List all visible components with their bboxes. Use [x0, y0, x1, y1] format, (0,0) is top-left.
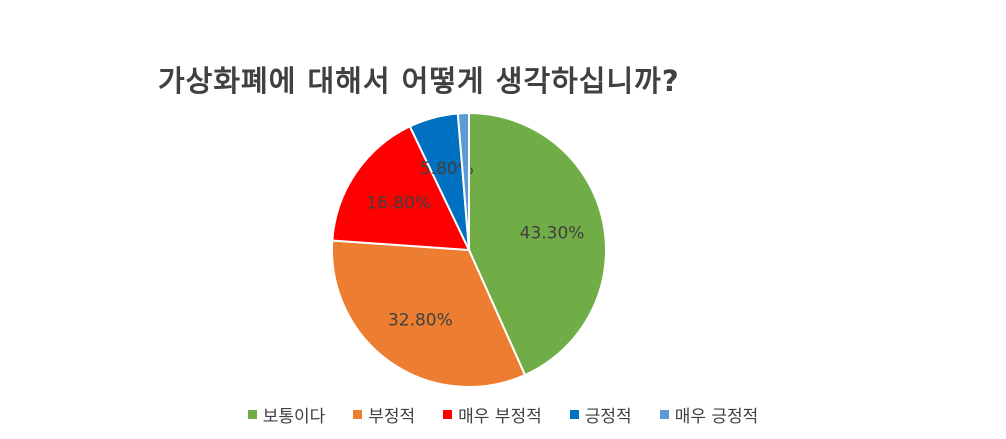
pie-slice-5	[456, 111, 470, 251]
legend-label: 보통이다	[262, 407, 326, 427]
legend-label: 매우 부정적	[458, 407, 542, 427]
legend-item-3: 매우 부정적	[443, 402, 542, 427]
data-label-3: 16.80%	[366, 193, 431, 213]
legend-label: 부정적	[368, 407, 416, 427]
data-label-4: 5.80%	[420, 159, 474, 179]
pie-slice-1	[468, 111, 607, 377]
legend-label: 긍정적	[584, 407, 632, 427]
legend-item-5: 매우 긍정적	[659, 402, 759, 427]
legend-swatch	[353, 410, 363, 419]
legend-label: 매우 긍정적	[674, 407, 759, 427]
pie-slice-2	[331, 239, 527, 388]
pie-slice-3	[331, 125, 471, 252]
chart-title: 가상화폐에 대해서 어떻게 생각하십니까?	[158, 64, 680, 98]
legend-swatch	[443, 410, 453, 419]
legend-item-4: 긍정적	[569, 402, 632, 427]
legend-swatch	[659, 410, 669, 419]
legend-swatch	[569, 410, 579, 419]
data-label-2: 32.80%	[388, 311, 453, 331]
legend-item-2: 부정적	[353, 402, 415, 427]
legend-swatch	[247, 410, 257, 419]
legend: 보통이다 부정적 매우 부정적 긍정적 매우 긍정적	[0, 402, 1006, 427]
data-label-1: 43.30%	[520, 223, 585, 243]
legend-item-1: 보통이다	[247, 402, 326, 427]
